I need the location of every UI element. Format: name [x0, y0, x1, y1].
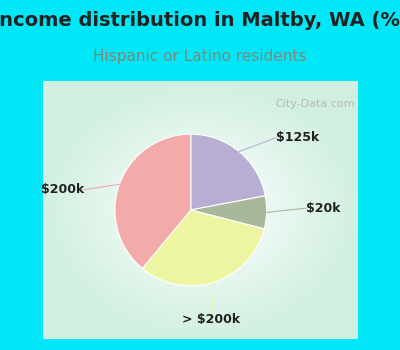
Text: $125k: $125k: [276, 131, 319, 144]
Wedge shape: [115, 134, 191, 268]
Wedge shape: [191, 196, 266, 229]
Wedge shape: [142, 210, 264, 286]
Text: Hispanic or Latino residents: Hispanic or Latino residents: [93, 49, 307, 64]
Text: Income distribution in Maltby, WA (%): Income distribution in Maltby, WA (%): [0, 10, 400, 29]
Text: City-Data.com: City-Data.com: [276, 99, 356, 108]
Wedge shape: [191, 134, 265, 210]
Text: $200k: $200k: [41, 183, 84, 196]
Text: > $200k: > $200k: [182, 313, 240, 326]
Text: $20k: $20k: [306, 202, 341, 215]
